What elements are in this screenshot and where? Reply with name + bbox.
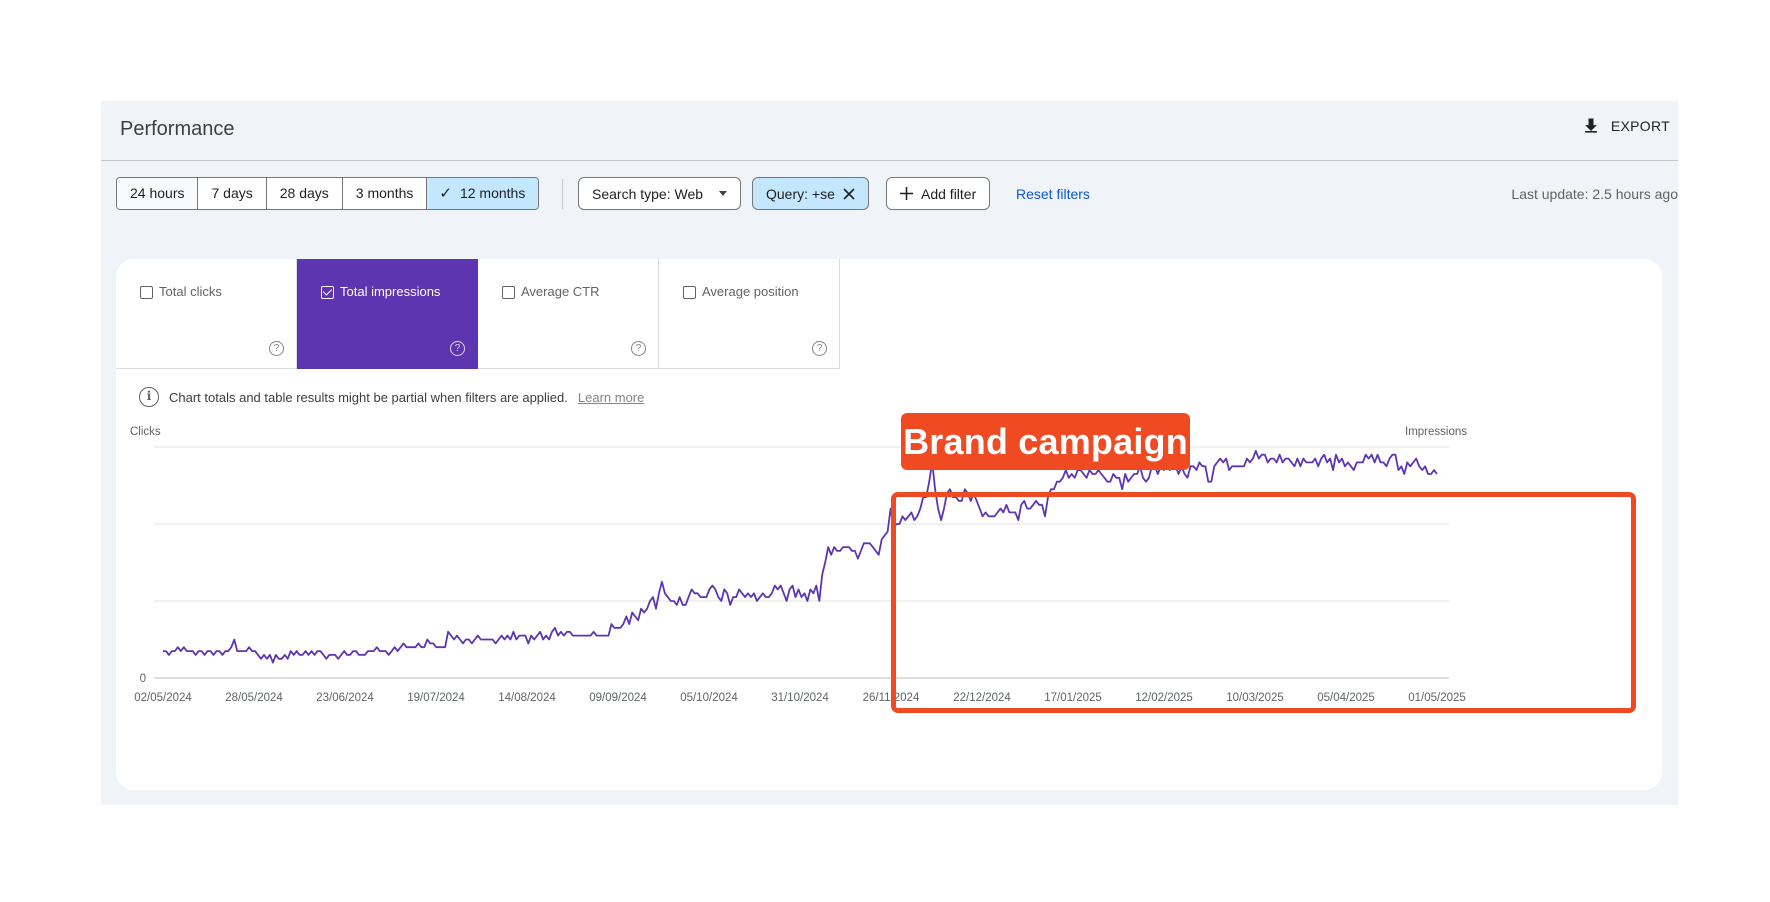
partial-data-notice: i Chart totals and table results might b…	[139, 387, 644, 407]
notice-text: Chart totals and table results might be …	[169, 389, 568, 405]
range-label: 28 days	[279, 185, 329, 201]
caret-down-icon	[719, 191, 728, 196]
search-type-dropdown[interactable]: Search type: Web	[578, 177, 742, 210]
info-icon: i	[139, 387, 159, 407]
x-tick-label: 12/02/2025	[1135, 692, 1193, 704]
x-tick-label: 22/12/2024	[953, 692, 1011, 704]
metric-label: Average CTR	[521, 284, 600, 299]
x-tick-label: 28/05/2024	[225, 692, 283, 704]
download-icon	[1585, 118, 1597, 133]
export-label: EXPORT	[1610, 118, 1670, 134]
range-label: 12 months	[459, 185, 526, 201]
query-filter-chip[interactable]: Query: +se	[752, 177, 869, 210]
range-label: 3 months	[355, 185, 414, 201]
metric-label: Total impressions	[340, 284, 441, 299]
x-tick-label: 14/08/2024	[498, 692, 556, 704]
header-divider	[101, 160, 1678, 161]
metric-total-clicks[interactable]: Total clicks ?	[116, 259, 297, 369]
x-tick-label: 01/05/2025	[1408, 692, 1466, 704]
last-update-text: Last update: 2.5 hours ago	[1511, 186, 1678, 202]
range-label: 24 hours	[130, 185, 185, 201]
annotation-box	[891, 492, 1636, 713]
y-tick-label: 0	[140, 673, 146, 685]
add-filter-label: Add filter	[921, 185, 977, 202]
export-button[interactable]: EXPORT	[1581, 116, 1670, 136]
impressions-chart: Clicks Impressions 0 02/05/2024 28/05/2024 23…	[130, 426, 1467, 704]
query-filter-label: Query: +se	[766, 185, 835, 202]
range-label: 7 days	[211, 185, 253, 201]
help-icon[interactable]: ?	[269, 341, 284, 356]
toolbar-separator	[562, 179, 563, 209]
range-24-hours[interactable]: 24 hours	[117, 178, 199, 209]
metric-tabs: Total clicks ? Total impressions ? Avera…	[116, 259, 840, 369]
close-icon[interactable]	[843, 187, 855, 200]
range-3-months[interactable]: 3 months	[343, 178, 428, 209]
range-28-days[interactable]: 28 days	[267, 178, 343, 209]
range-7-days[interactable]: 7 days	[198, 178, 267, 209]
x-tick-label: 05/10/2024	[680, 692, 738, 704]
metric-label: Total clicks	[159, 284, 222, 299]
help-icon[interactable]: ?	[450, 341, 465, 356]
x-tick-label: 10/03/2025	[1226, 692, 1284, 704]
page-title: Performance	[120, 118, 235, 140]
x-tick-label: 31/10/2024	[771, 692, 829, 704]
date-range-selector: 24 hours 7 days 28 days 3 months ✓ 12 mon…	[116, 177, 540, 210]
checkbox-checked-icon	[321, 286, 334, 299]
add-filter-button[interactable]: Add filter	[886, 177, 991, 210]
learn-more-link[interactable]: Learn more	[577, 389, 645, 405]
metric-label: Average position	[702, 284, 799, 299]
reset-filters-link[interactable]: Reset filters	[1016, 186, 1090, 202]
metric-average-position[interactable]: Average position ?	[659, 259, 840, 369]
annotation-label: Brand campaign	[901, 413, 1190, 470]
x-tick-label: 19/07/2024	[407, 692, 465, 704]
x-tick-label: 17/01/2025	[1044, 692, 1102, 704]
search-type-label: Search type: Web	[592, 185, 704, 202]
x-tick-label: 05/04/2025	[1317, 692, 1375, 704]
right-axis-label: Impressions	[1405, 426, 1467, 438]
plus-icon	[900, 187, 913, 200]
performance-panel: Performance EXPORT 24 hours 7 days 28 da…	[101, 101, 1678, 805]
impressions-line	[163, 449, 1438, 664]
x-tick-label: 02/05/2024	[134, 692, 192, 704]
metric-total-impressions[interactable]: Total impressions ?	[297, 259, 478, 369]
checkbox-icon	[502, 286, 515, 299]
checkbox-icon	[140, 286, 153, 299]
left-axis-label: Clicks	[130, 426, 161, 438]
check-icon: ✓	[439, 185, 452, 202]
metric-average-ctr[interactable]: Average CTR ?	[478, 259, 659, 369]
x-tick-label: 09/09/2024	[589, 692, 647, 704]
x-tick-label: 23/06/2024	[316, 692, 374, 704]
range-12-months[interactable]: ✓ 12 months	[427, 178, 539, 209]
chart-card: Total clicks ? Total impressions ? Avera…	[116, 259, 1662, 790]
help-icon[interactable]: ?	[812, 341, 827, 356]
checkbox-icon	[683, 286, 696, 299]
help-icon[interactable]: ?	[631, 341, 646, 356]
